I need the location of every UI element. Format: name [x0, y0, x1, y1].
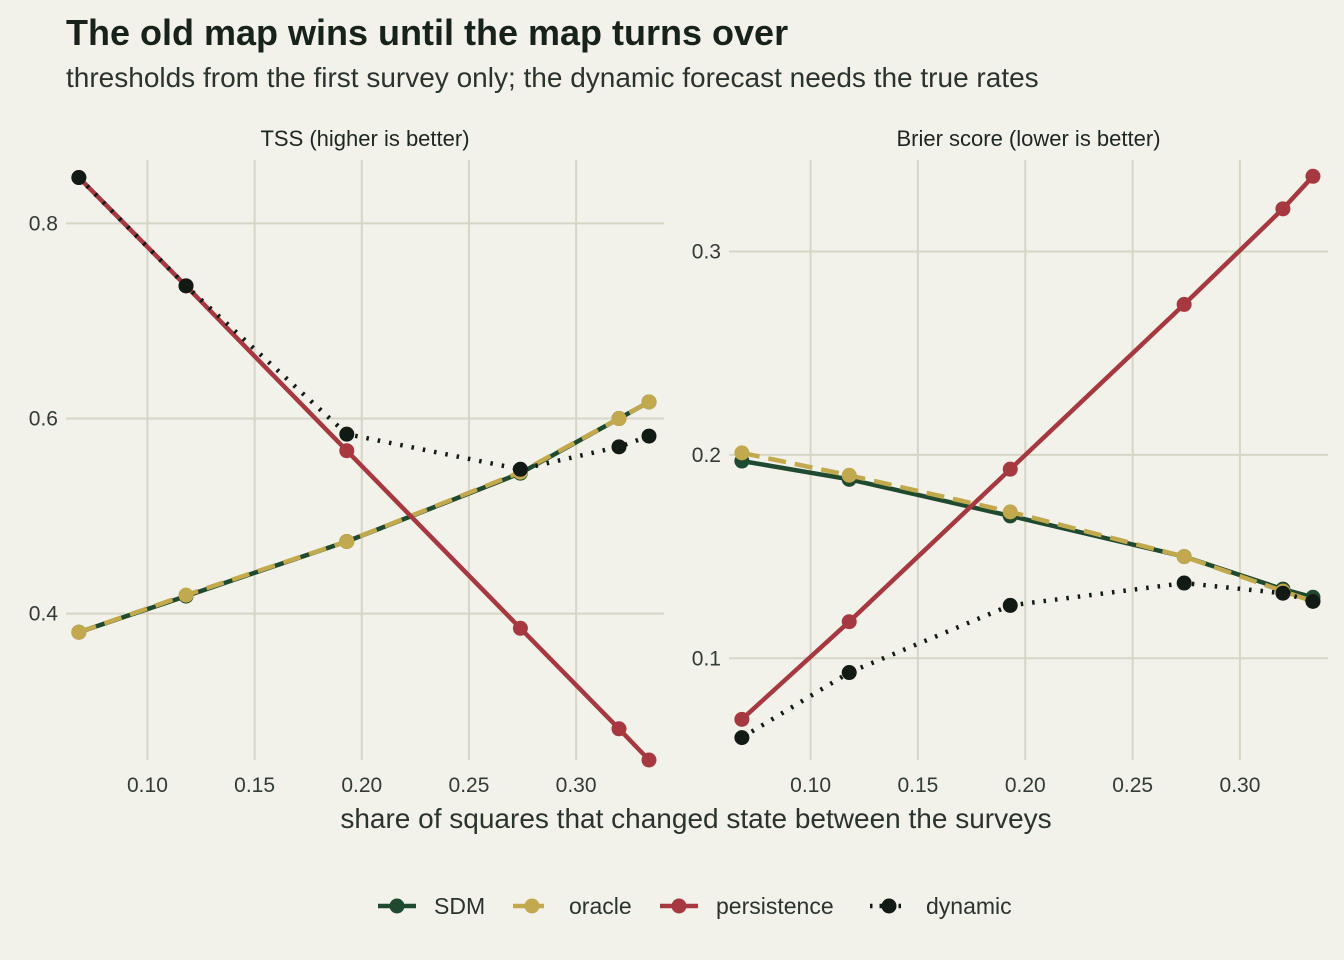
panel-1-series-oracle-point [178, 587, 194, 603]
panel-2-strip-title: Brier score (lower is better) [896, 126, 1160, 151]
panel-2-x-tick-label: 0.20 [1005, 774, 1046, 797]
panel-2-y-tick-label: 0.1 [692, 647, 721, 670]
panel-1-y-tick-label: 0.4 [29, 603, 59, 626]
legend-label: dynamic [926, 893, 1012, 919]
legend-item-persistence: persistence [660, 893, 834, 919]
panel-1-y-tick-label: 0.8 [29, 212, 58, 235]
panel-2-series-dynamic-point [1275, 585, 1291, 601]
panel-1-x-tick-label: 0.15 [234, 774, 275, 797]
panel-1-series-oracle-line [78, 400, 651, 635]
legend-label: SDM [434, 893, 485, 919]
panel-1-series-dynamic-point [339, 426, 355, 442]
panel-1-x-tick-label: 0.30 [556, 774, 597, 797]
panel-1-series-dynamic-point [611, 439, 627, 455]
panel-2-series-oracle-point [841, 467, 857, 483]
panel-2-series-persistence-point [1176, 296, 1192, 312]
panel-2-series-oracle-line [741, 450, 1314, 604]
legend-label: persistence [716, 893, 834, 919]
panel-1-series-dynamic-point [71, 170, 87, 186]
panel-2-series-persistence-point [1002, 461, 1018, 477]
panel-1-series-dynamic-line [77, 176, 650, 472]
panel-1-x-tick-label: 0.25 [449, 774, 490, 797]
panel-1-series-SDM-line [78, 400, 651, 635]
panel-1-series-oracle-point [339, 533, 355, 549]
panel-1-series-persistence-point [339, 443, 355, 459]
panel-1-y-tick-label: 0.6 [29, 408, 58, 431]
panel-2-series-dynamic-point [1305, 593, 1321, 609]
panel-1-x-tick-label: 0.20 [341, 774, 382, 797]
panel-2-series-oracle-point [734, 445, 750, 461]
panel-2-x-tick-label: 0.30 [1220, 774, 1261, 797]
chart-subtitle: thresholds from the first survey only; t… [66, 62, 1039, 93]
panel-2-y-tick-label: 0.3 [692, 241, 721, 264]
panel-1-series-persistence-point [512, 620, 528, 636]
legend-item-SDM: SDM [378, 893, 485, 919]
panel-2-x-tick-label: 0.15 [897, 774, 938, 797]
panel-1-series-persistence-line [77, 176, 651, 762]
x-axis-label: share of squares that changed state betw… [340, 803, 1051, 834]
panels: TSS (higher is better) 0.10 0.15 0.20 0.25 0.… [29, 126, 1328, 797]
panel-1: TSS (higher is better) 0.10 0.15 0.20 0.25 0.… [29, 126, 664, 797]
chart-title: The old map wins until the map turns ove… [66, 12, 789, 53]
panel-2-series-dynamic-point [1176, 575, 1192, 591]
panel-1-series-oracle-point [611, 411, 627, 427]
panel-2-series-oracle-point [1176, 549, 1192, 565]
panel-1-series-dynamic-point [178, 278, 194, 294]
panel-2-series-dynamic-line [740, 580, 1314, 740]
panel-2-y-tick-label: 0.2 [692, 444, 721, 467]
panel-2-x-tick-label: 0.10 [790, 774, 831, 797]
legend-key-point [881, 898, 897, 914]
panel-1-series-oracle-point [71, 624, 87, 640]
legend-key-point [389, 898, 405, 914]
legend-item-oracle: oracle [513, 893, 632, 919]
panel-2-series-persistence-line [740, 174, 1315, 721]
legend: SDM oracle persistence dynamic [378, 893, 1012, 919]
panel-1-strip-title: TSS (higher is better) [260, 126, 469, 151]
panel-1-series-persistence-point [641, 752, 657, 768]
legend-key-point [524, 898, 540, 914]
legend-item-dynamic: dynamic [870, 893, 1012, 919]
panel-2-series-persistence-point [841, 614, 857, 630]
panel-1-series-dynamic-point [641, 428, 657, 444]
panel-1-series-dynamic-point [512, 461, 528, 477]
panel-2-series-dynamic-point [734, 730, 750, 746]
panel-2-series-persistence-point [1275, 201, 1291, 217]
panel-2-series-dynamic-point [841, 665, 857, 681]
panel-1-series-oracle-point [641, 394, 657, 410]
panel-2-x-tick-label: 0.25 [1112, 774, 1153, 797]
panel-2-series-SDM-line [741, 458, 1314, 600]
panel-2-series-oracle-point [1002, 504, 1018, 520]
panel-2-series-dynamic-point [1002, 597, 1018, 613]
panel-1-series-persistence-point [611, 721, 627, 737]
panel-2-series-persistence-point [734, 711, 750, 727]
legend-key-point [671, 898, 687, 914]
panel-2: Brier score (lower is better) 0.10 0.15 0.2… [692, 126, 1328, 797]
panel-1-x-tick-label: 0.10 [127, 774, 168, 797]
legend-label: oracle [569, 893, 632, 919]
panel-2-series-persistence-point [1305, 168, 1321, 184]
